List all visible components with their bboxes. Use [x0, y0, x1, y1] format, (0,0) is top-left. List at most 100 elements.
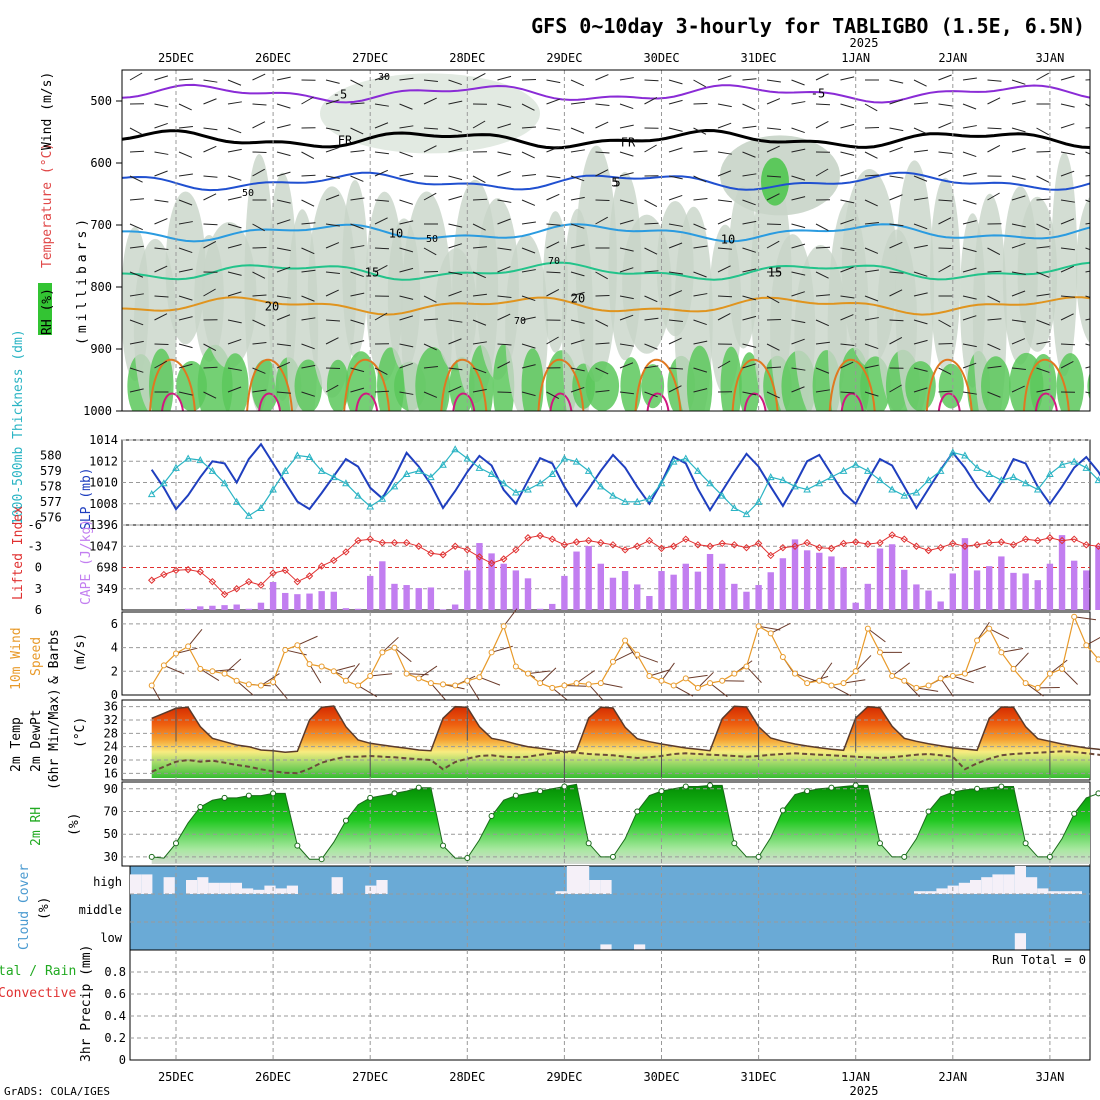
bottom-day-label: 30DEC — [643, 1070, 679, 1084]
wind-barb — [546, 241, 560, 249]
wind-barb — [374, 217, 388, 225]
thickness-point — [657, 479, 666, 487]
wind-barb — [693, 367, 708, 373]
thickness-ylabel: 1000-500mb Thickness (dm) — [11, 329, 26, 525]
cape-bar — [828, 556, 835, 610]
wind-barb — [913, 197, 928, 201]
wind-barb — [203, 175, 218, 178]
rh-moisture-area — [221, 353, 249, 411]
wind-barb — [570, 175, 585, 182]
isotherm-loop — [452, 392, 476, 411]
cape-bar — [536, 608, 544, 610]
thickness-point — [572, 457, 581, 465]
li-point — [427, 549, 435, 558]
temp2m-ylabel-2: 2m DewPt — [29, 709, 44, 772]
cape-bar — [755, 585, 762, 610]
precip-legend-convective: Convective — [0, 986, 76, 1001]
wind10-barb — [673, 685, 694, 697]
wind-barb — [521, 103, 535, 111]
thickness-point — [512, 488, 520, 496]
li-point — [851, 538, 860, 546]
wind-barb — [521, 221, 536, 225]
temp2m-ylabel-1: 2m Temp — [9, 717, 24, 772]
li-point — [390, 539, 399, 547]
wind10-point — [974, 637, 981, 644]
pressure-tick-label: 800 — [90, 280, 112, 294]
isotherm-loop — [549, 392, 573, 411]
wind-barb — [325, 194, 340, 201]
cape-bar — [634, 584, 641, 610]
wind-barb — [374, 74, 389, 81]
temp2m-ylabel-4: (°C) — [73, 717, 88, 748]
wind-barb — [350, 223, 364, 230]
rh2m-point — [852, 782, 859, 789]
wind-barb — [399, 172, 414, 177]
wind-barb — [399, 125, 414, 129]
li-point — [475, 553, 484, 561]
wind10-barb — [551, 687, 570, 703]
pressure-tick-label: 900 — [90, 342, 112, 356]
wind-barb — [423, 79, 438, 82]
wind-barb — [227, 223, 242, 229]
rh-moisture-area — [972, 193, 1007, 411]
cloud-bar — [1014, 866, 1026, 894]
wind10-ylabel-1: 10m Wind — [9, 627, 24, 690]
rh-moisture-area — [930, 177, 961, 372]
wind-barb — [864, 391, 879, 397]
wind-barb — [938, 367, 952, 375]
wind10-point — [1095, 656, 1100, 663]
wind-barb — [546, 146, 560, 153]
wind-barb — [1036, 223, 1050, 231]
wind10-point — [306, 661, 313, 668]
wind-barb — [325, 175, 340, 179]
wind-barb — [374, 312, 388, 321]
li-point — [536, 531, 544, 540]
wind-barb — [987, 97, 1001, 105]
wind-barb — [840, 343, 855, 346]
wind10-point — [403, 670, 410, 677]
isotherm-loop — [937, 392, 961, 411]
rh2m-point — [1046, 853, 1053, 860]
rh-contour-label: 50 — [426, 234, 438, 245]
rh2m-ticks: 90 70 50 30 — [104, 782, 118, 864]
wind-barb — [325, 242, 340, 249]
cloud-bar — [286, 885, 298, 894]
li-point — [269, 569, 277, 577]
isotherm-line — [122, 83, 1090, 104]
wind-barb — [423, 366, 438, 369]
wind10-barb — [746, 666, 762, 683]
wind-barb — [766, 295, 780, 304]
wind10-point — [440, 681, 447, 688]
isotherm-loop — [246, 358, 294, 411]
wind-barb — [987, 365, 1002, 369]
wind-barb — [154, 218, 168, 225]
cloud-bar — [958, 882, 970, 894]
wind-barb — [399, 343, 414, 348]
wind-barb — [497, 151, 512, 156]
cape-ylabel: CAPE (J/kg) — [79, 519, 94, 605]
wind-barb — [276, 247, 291, 252]
wind-barb — [252, 168, 265, 177]
precip-legend-total: tal / Rain — [0, 964, 76, 979]
cloud-level-label: low — [100, 931, 122, 945]
wind-barb — [374, 151, 389, 155]
wind10-barb — [952, 675, 974, 684]
wind-barb — [668, 337, 682, 345]
wind-barb — [1060, 265, 1074, 273]
rh2m-point — [440, 842, 447, 849]
cape-bar — [451, 604, 459, 610]
wind10-point — [355, 682, 362, 689]
wind-barb — [154, 151, 169, 155]
cloud-cover-ticks: high middle low — [79, 875, 123, 945]
wind10-point — [379, 649, 386, 656]
wind-barb — [766, 193, 780, 201]
wind-barb — [570, 127, 585, 134]
wind-barb — [252, 103, 267, 106]
rh-moisture-area — [905, 361, 936, 411]
cape-bar — [901, 569, 908, 610]
wind-barb — [570, 149, 585, 153]
wind-barb — [350, 245, 365, 249]
thickness-point — [548, 469, 557, 477]
wind-barb — [913, 387, 928, 393]
cape-bar — [913, 584, 920, 610]
